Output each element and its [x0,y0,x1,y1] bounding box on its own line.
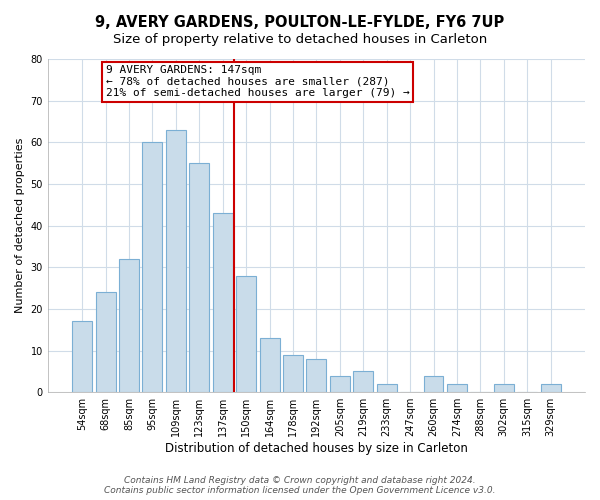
Bar [190,163,209,392]
Bar [119,259,139,392]
Bar [330,376,350,392]
Bar [236,276,256,392]
Bar [377,384,397,392]
Bar [142,142,163,392]
Bar [541,384,560,392]
Bar [353,372,373,392]
Text: 9 AVERY GARDENS: 147sqm
← 78% of detached houses are smaller (287)
21% of semi-d: 9 AVERY GARDENS: 147sqm ← 78% of detache… [106,65,409,98]
Bar [72,322,92,392]
Bar [95,292,116,392]
Bar [283,354,303,392]
Bar [494,384,514,392]
Bar [424,376,443,392]
Text: 9, AVERY GARDENS, POULTON-LE-FYLDE, FY6 7UP: 9, AVERY GARDENS, POULTON-LE-FYLDE, FY6 … [95,15,505,30]
Bar [166,130,186,392]
Bar [307,359,326,392]
Bar [447,384,467,392]
Text: Size of property relative to detached houses in Carleton: Size of property relative to detached ho… [113,32,487,46]
Text: Contains HM Land Registry data © Crown copyright and database right 2024.
Contai: Contains HM Land Registry data © Crown c… [104,476,496,495]
Y-axis label: Number of detached properties: Number of detached properties [15,138,25,314]
Bar [260,338,280,392]
Bar [213,213,233,392]
X-axis label: Distribution of detached houses by size in Carleton: Distribution of detached houses by size … [165,442,468,455]
